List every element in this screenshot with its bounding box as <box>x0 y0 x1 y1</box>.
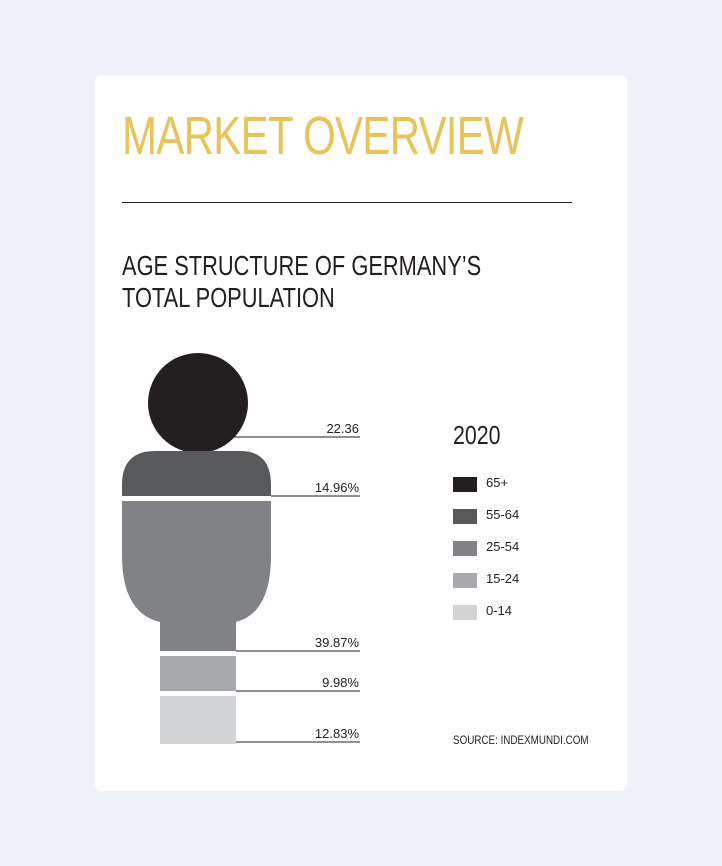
value-label-55-64: 14.96% <box>315 480 360 495</box>
chart-title-line-2: TOTAL POPULATION <box>122 282 335 313</box>
legend-label: 0-14 <box>486 603 513 618</box>
legend-swatch <box>453 605 477 620</box>
segment-15-24 <box>160 656 236 691</box>
segment-55-64 <box>122 451 271 496</box>
chart-title: AGE STRUCTURE OF GERMANY’S TOTAL POPULAT… <box>122 250 481 314</box>
legend-swatch <box>453 573 477 588</box>
segment-25-54 <box>122 501 271 651</box>
legend-label: 25-54 <box>486 539 520 554</box>
segment-0-14 <box>160 696 236 744</box>
title-divider <box>122 202 572 203</box>
value-label-25-54: 39.87% <box>315 635 360 650</box>
value-label-15-24: 9.98% <box>322 675 359 690</box>
page-title: MARKET OVERVIEW <box>122 106 524 166</box>
legend-swatch <box>453 509 477 524</box>
market-overview-card: MARKET OVERVIEW AGE STRUCTURE OF GERMANY… <box>95 75 627 791</box>
legend-label: 65+ <box>486 475 509 490</box>
legend-label: 15-24 <box>486 571 520 586</box>
chart-title-line-1: AGE STRUCTURE OF GERMANY’S <box>122 250 482 281</box>
population-pictograph: 22.36 14.96% 39.87% 9.98% 12.83% <box>122 353 360 744</box>
value-label-65-plus: 22.36 <box>326 421 359 436</box>
legend-year: 2020 <box>453 420 501 450</box>
source-note: SOURCE: INDEXMUNDI.COM <box>453 733 589 747</box>
value-label-0-14: 12.83% <box>315 726 360 741</box>
legend-label: 55-64 <box>486 507 520 522</box>
legend-swatch <box>453 477 477 492</box>
legend-swatch <box>453 541 477 556</box>
segment-65-plus <box>148 353 248 453</box>
